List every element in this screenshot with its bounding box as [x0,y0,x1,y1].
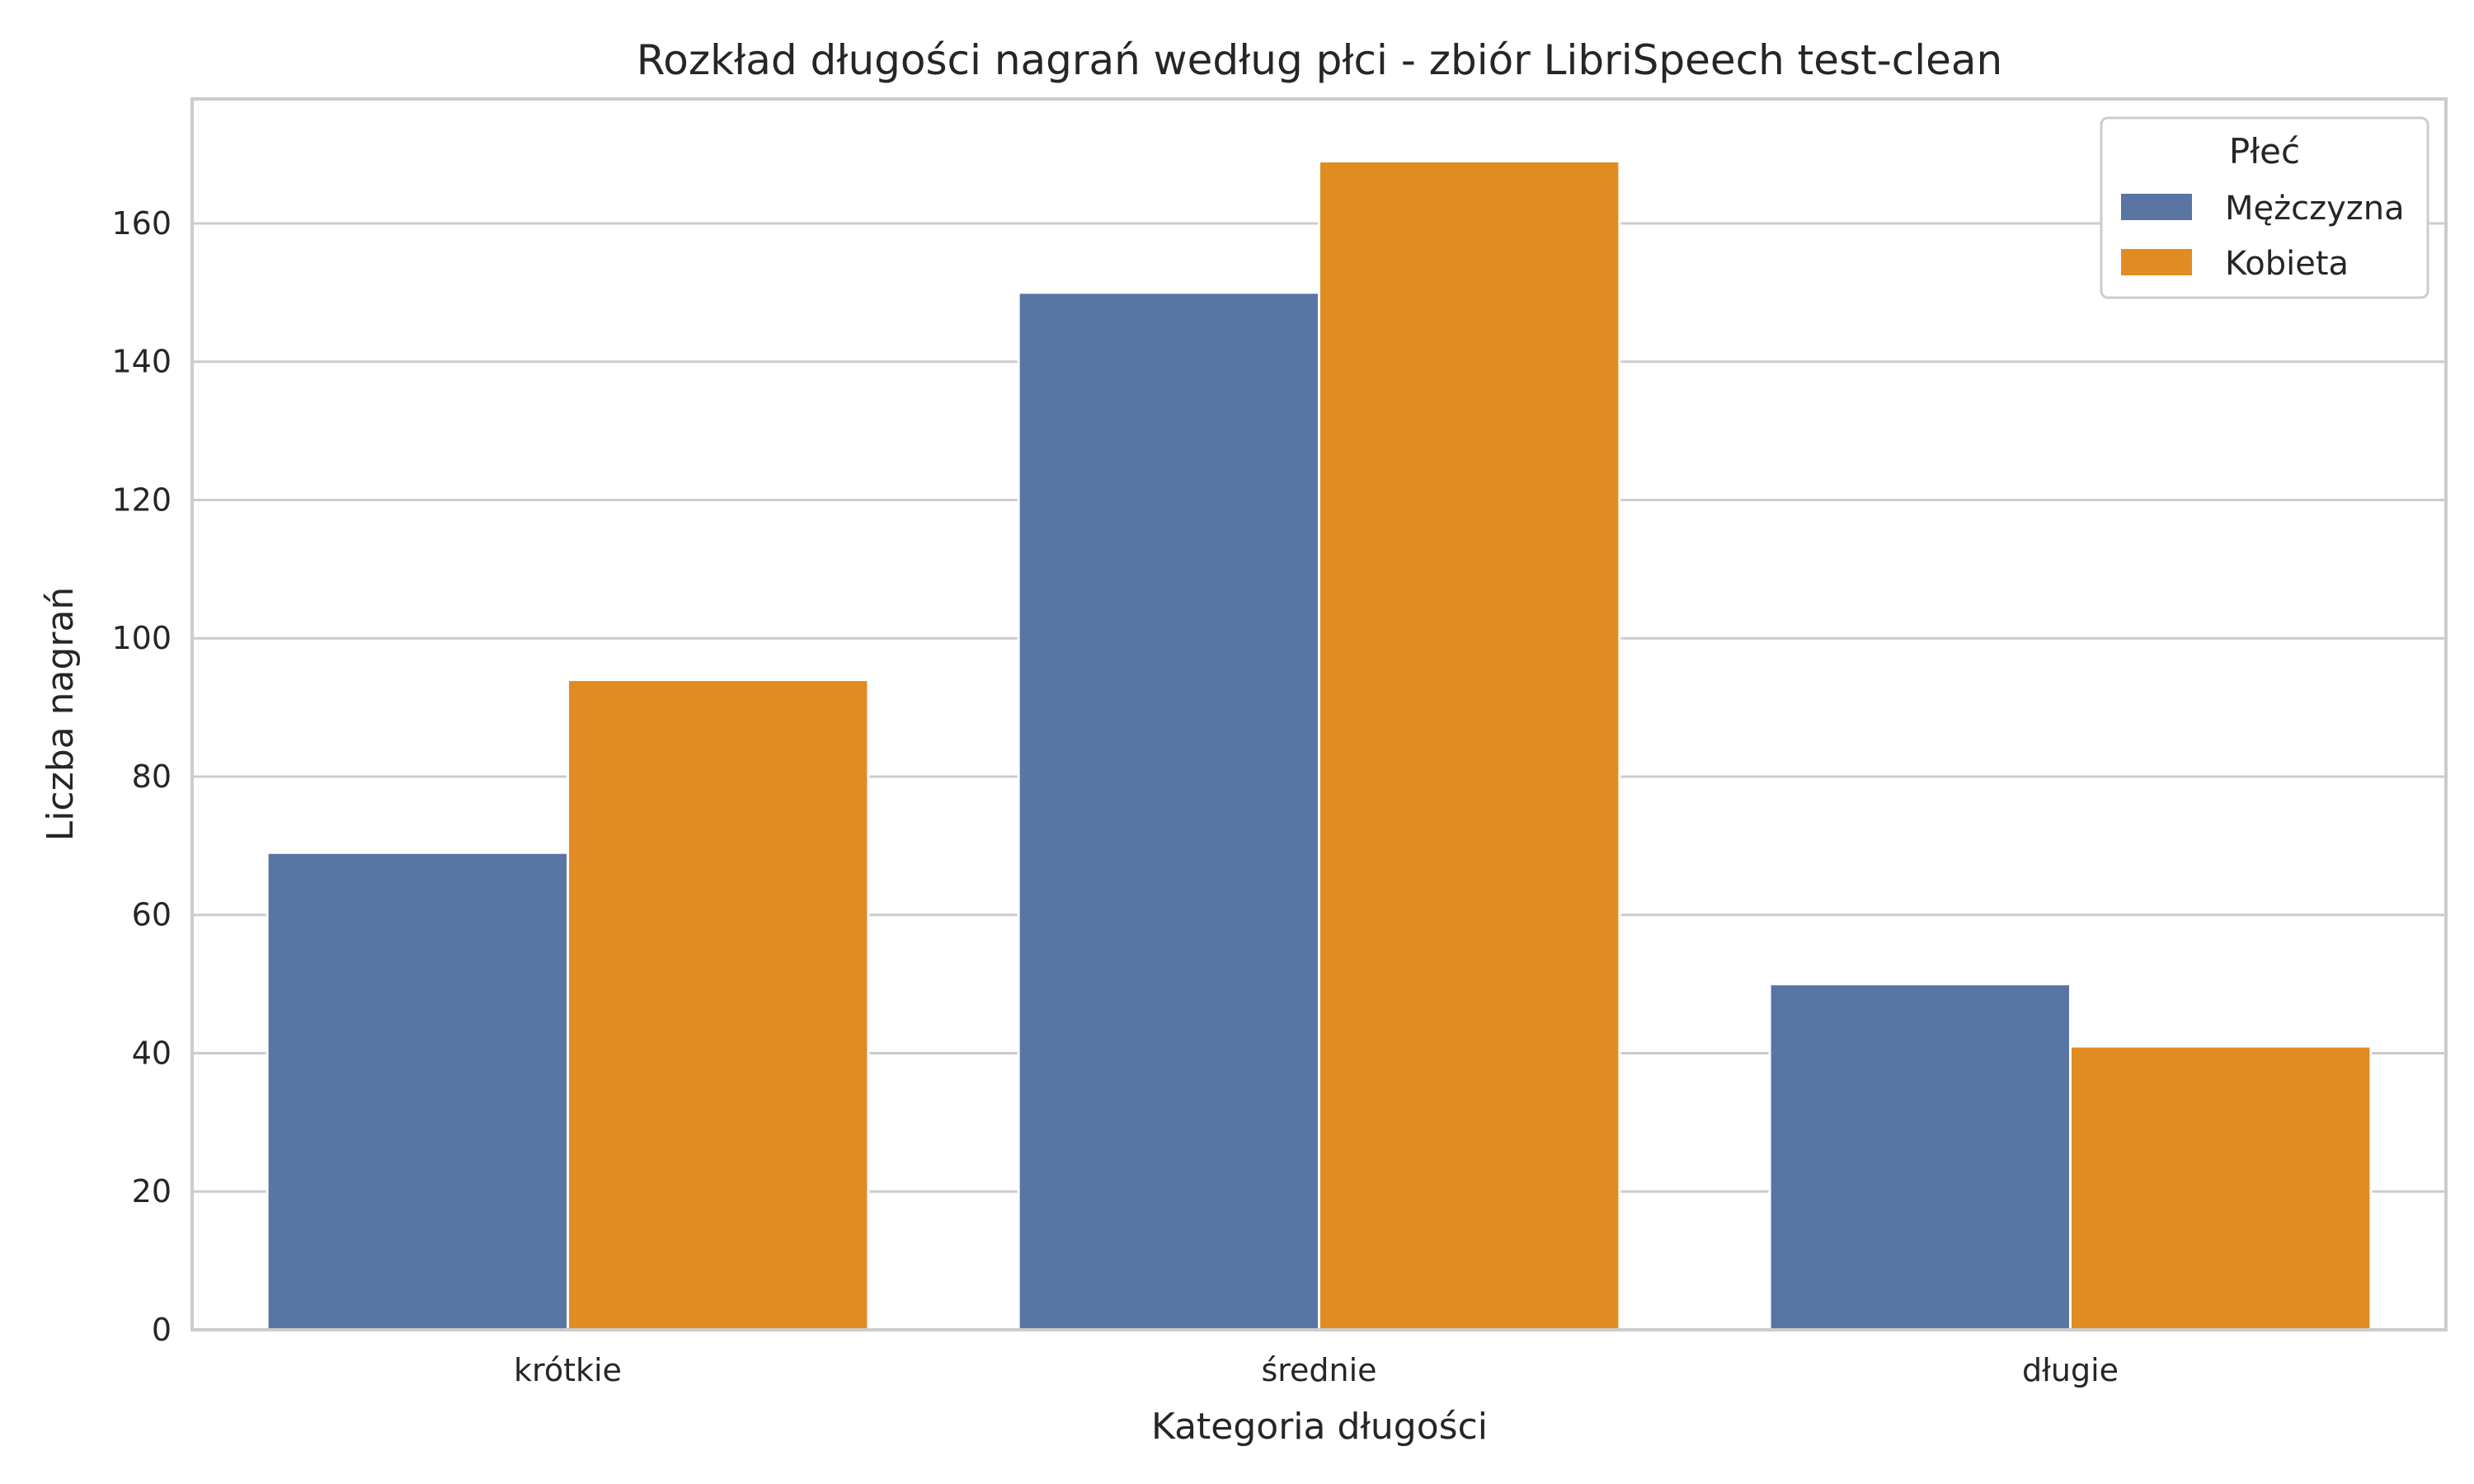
y-tick-label: 160 [111,205,172,242]
legend-label-female: Kobieta [2225,245,2349,283]
x-tick-label: krótkie [514,1352,622,1388]
bar [266,851,569,1331]
x-axis-label: Kategoria długości [1151,1406,1488,1448]
bars [266,159,2373,1331]
legend-swatch-female [2121,249,2192,275]
y-axis: 0 20 40 60 80 100 120 140 160 [111,205,172,1348]
bar [1017,291,1320,1331]
legend: Płeć Mężczyzna Kobieta [2100,116,2429,299]
plot-frame [190,97,2448,1331]
x-tick-label: długie [2022,1352,2119,1388]
legend-label-male: Mężczyzna [2225,190,2405,228]
y-tick-label: 100 [111,620,172,656]
y-tick-label: 0 [152,1312,172,1348]
bar [2069,1045,2373,1331]
y-tick-label: 40 [132,1035,172,1071]
y-tick-label: 60 [132,897,172,933]
y-tick-label: 120 [111,481,172,518]
y-axis-label: Liczba nagrań [40,587,82,842]
y-tick-label: 20 [132,1173,172,1209]
y-tick-label: 140 [111,344,172,380]
bar [1318,159,1621,1331]
legend-title: Płeć [2229,131,2300,171]
chart-title: Rozkład długości nagrań według płci - zb… [637,36,2002,84]
bar [1768,983,2072,1331]
bar [567,679,870,1331]
legend-swatch-male [2121,194,2192,220]
x-axis: krótkie średnie długie [514,1352,2119,1388]
x-tick-label: średnie [1261,1352,1376,1388]
y-tick-label: 80 [132,758,172,795]
